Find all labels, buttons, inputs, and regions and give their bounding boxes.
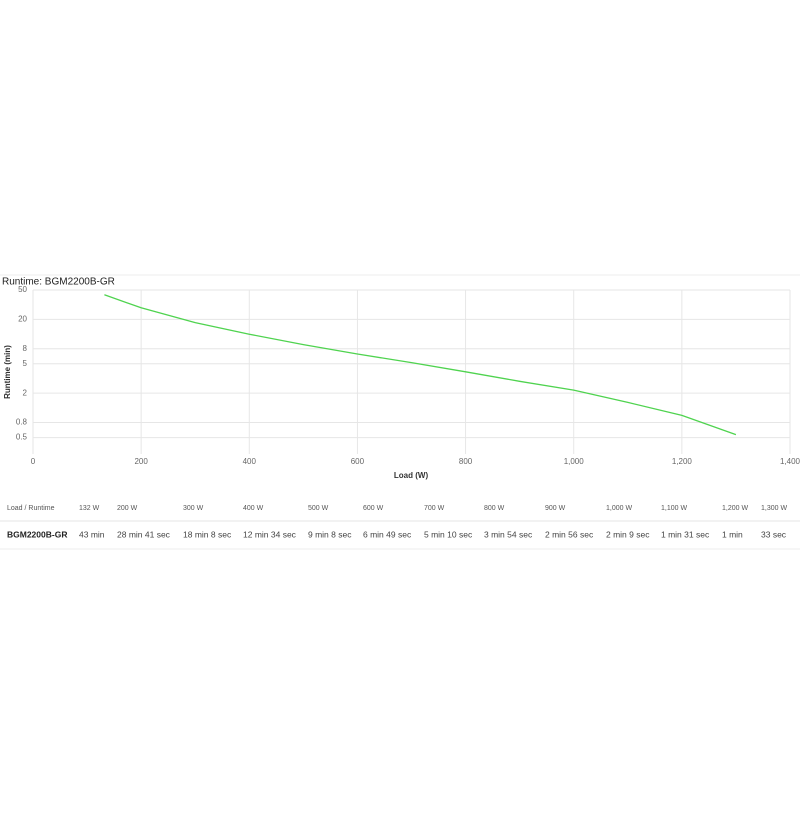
table-header: 500 W <box>308 505 329 512</box>
table-header: Load / Runtime <box>7 505 55 512</box>
table-cell: 9 min 8 sec <box>308 529 352 539</box>
table-header: 1,300 W <box>761 505 787 512</box>
table-header: 700 W <box>424 505 445 512</box>
runtime-line <box>104 294 737 436</box>
table-header: 400 W <box>243 505 264 512</box>
y-tick-label: 2 <box>23 388 28 397</box>
table-header: 1,200 W <box>722 505 748 512</box>
table-cell: 12 min 34 sec <box>243 529 297 539</box>
table-cell: 18 min 8 sec <box>183 529 232 539</box>
table-header: 1,100 W <box>661 505 687 512</box>
table-cell: 33 sec <box>761 529 787 539</box>
table-cell: 43 min <box>79 529 105 539</box>
x-tick-label: 600 <box>351 457 365 466</box>
table-cell: 3 min 54 sec <box>484 529 533 539</box>
y-tick-label: 20 <box>18 314 27 323</box>
y-axis-label: Runtime (min) <box>3 345 12 399</box>
x-tick-label: 400 <box>243 457 257 466</box>
x-tick-label: 0 <box>31 457 36 466</box>
table-cell: 28 min 41 sec <box>117 529 171 539</box>
table-header: 1,000 W <box>606 505 632 512</box>
table-cell: 1 min 31 sec <box>661 529 710 539</box>
table-cell: 6 min 49 sec <box>363 529 412 539</box>
table-cell: 1 min <box>722 529 743 539</box>
table-cell: 5 min 10 sec <box>424 529 473 539</box>
table-header: 200 W <box>117 505 138 512</box>
y-tick-label: 0.8 <box>16 418 28 427</box>
x-axis-label: Load (W) <box>394 471 429 480</box>
table-header: 600 W <box>363 505 384 512</box>
y-tick-label: 8 <box>23 344 28 353</box>
x-tick-label: 800 <box>459 457 473 466</box>
chart-title: Runtime: BGM2200B-GR <box>2 277 115 288</box>
x-tick-label: 1,200 <box>672 457 693 466</box>
table-header: 900 W <box>545 505 566 512</box>
x-tick-label: 1,400 <box>780 457 800 466</box>
y-tick-label: 0.5 <box>16 433 28 442</box>
y-tick-label: 5 <box>23 359 28 368</box>
table-header: 132 W <box>79 505 100 512</box>
table-cell: 2 min 9 sec <box>606 529 650 539</box>
x-tick-label: 200 <box>134 457 148 466</box>
table-cell: 2 min 56 sec <box>545 529 594 539</box>
row-header: BGM2200B-GR <box>7 529 67 539</box>
table-header: 800 W <box>484 505 505 512</box>
y-tick-label: 50 <box>18 285 27 294</box>
table-header: 300 W <box>183 505 204 512</box>
x-tick-label: 1,000 <box>564 457 585 466</box>
